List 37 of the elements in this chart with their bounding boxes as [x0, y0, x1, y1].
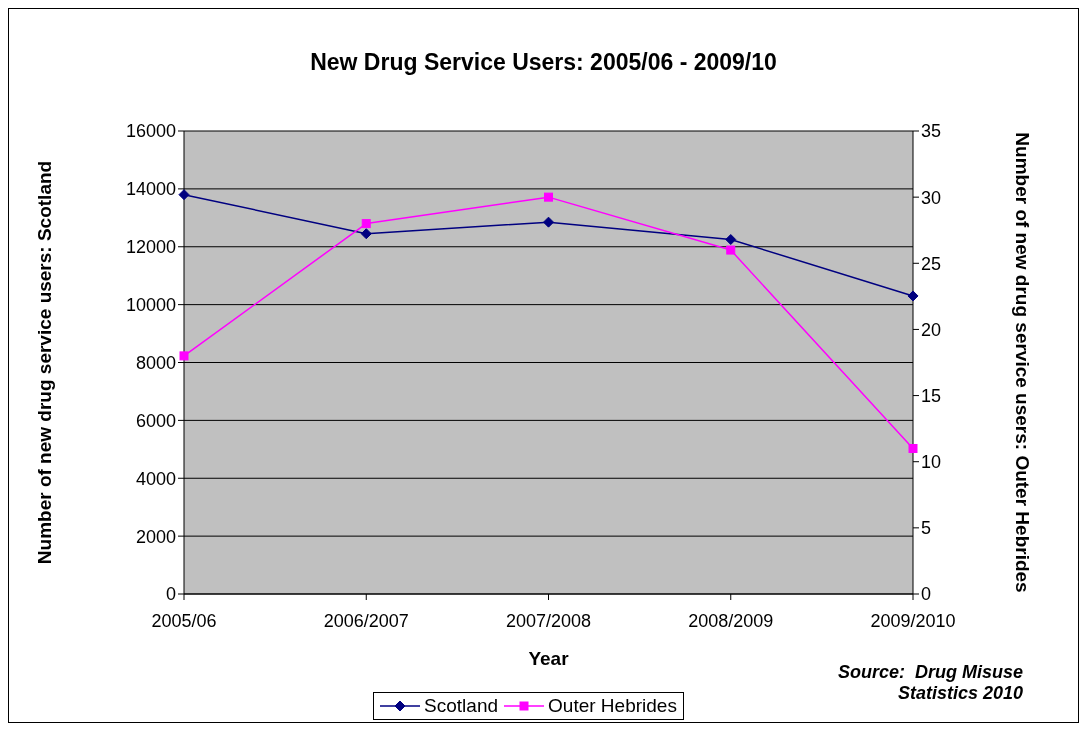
y2-tick-label: 20: [921, 319, 942, 340]
y-axis-title: Number of new drug service users: Scotland: [33, 160, 55, 565]
y2-tick-label: 30: [921, 187, 942, 208]
point: [360, 228, 372, 240]
x-tick-label: 2008/2009: [688, 610, 774, 631]
x-tick-label: 2009/2010: [870, 610, 956, 631]
legend-label: Outer Hebrides: [548, 695, 677, 717]
point: [725, 234, 737, 246]
y-tick-label: 0: [165, 584, 176, 605]
x-axis-title: Year: [528, 648, 570, 670]
point: [907, 290, 919, 302]
y-tick-label: 10000: [125, 295, 176, 316]
chart-title: New Drug Service Users: 2005/06 - 2009/10: [309, 49, 778, 76]
source-note: Source: Drug Misuse Statistics 2010: [836, 662, 1023, 704]
point: [543, 216, 554, 228]
point: [361, 219, 371, 229]
y-tick-label: 12000: [125, 237, 176, 258]
x-tick-label: 2007/2008: [505, 610, 592, 631]
y-tick-label: 14000: [125, 179, 176, 200]
point: [544, 192, 553, 202]
y2-tick-label: 15: [921, 385, 942, 406]
y2-tick-label: 25: [921, 253, 942, 274]
y-tick-label: 4000: [135, 468, 176, 489]
point: [908, 443, 918, 453]
y2-axis-title: Number of new drug service users: Outer Hebrides: [1012, 132, 1034, 593]
y2-tick-label: 5: [921, 518, 932, 539]
y2-tick-label: 35: [921, 121, 942, 142]
legend-label: Scotland: [424, 695, 499, 717]
point: [726, 245, 736, 255]
y-tick-label: 8000: [135, 352, 176, 373]
y-tick-label: 6000: [135, 410, 176, 431]
x-tick-label: 2005/06: [151, 610, 217, 631]
y2-tick-label: 0: [921, 584, 932, 605]
x-tick-label: 2006/2007: [323, 610, 409, 631]
y-tick-label: 16000: [125, 121, 176, 142]
y-tick-label: 2000: [135, 526, 176, 547]
y2-tick-label: 10: [921, 452, 942, 473]
